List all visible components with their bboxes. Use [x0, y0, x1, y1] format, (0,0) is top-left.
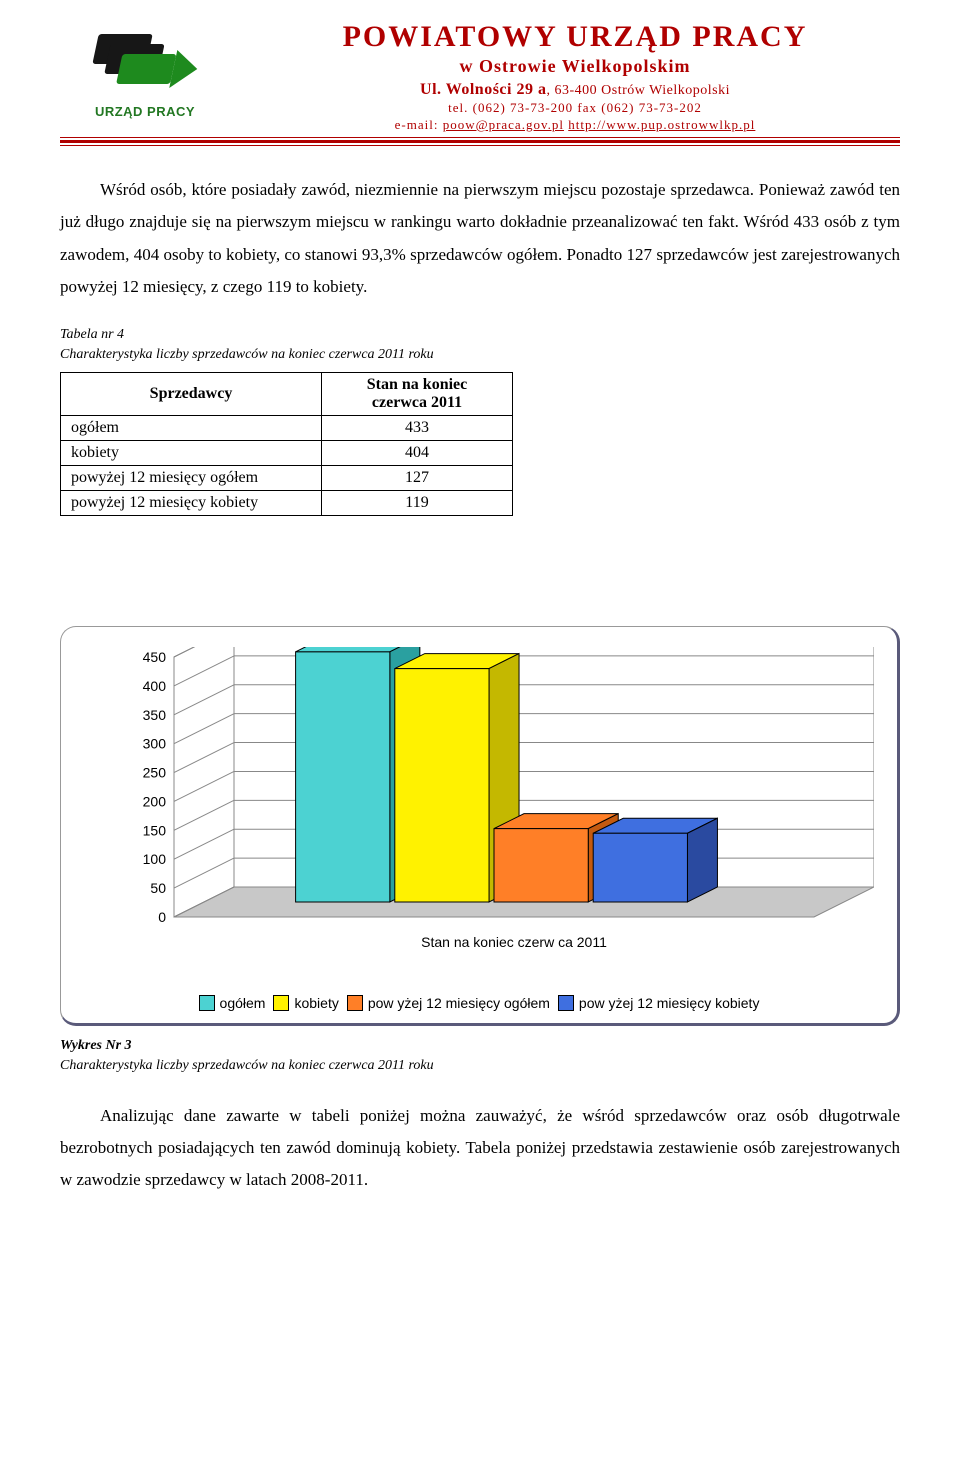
address-rest: , 63-400 Ostrów Wielkopolski [546, 83, 730, 98]
org-info: POWIATOWY URZĄD PRACY w Ostrowie Wielkop… [250, 20, 900, 133]
body-paragraph-1: Wśród osób, które posiadały zawód, niezm… [60, 174, 900, 303]
svg-text:Stan na koniec czerw ca 2011: Stan na koniec czerw ca 2011 [421, 934, 607, 950]
row-label: kobiety [61, 441, 322, 466]
paragraph-1: Wśród osób, które posiadały zawód, niezm… [60, 174, 900, 303]
org-subtitle: w Ostrowie Wielkopolskim [250, 56, 900, 77]
row-value: 404 [322, 441, 513, 466]
table-header-row: Sprzedawcy Stan na koniec czerwca 2011 [61, 373, 513, 416]
legend-label: ogółem [220, 995, 266, 1011]
bar-chart: 0 50 100 150 200 250 300 350 400 450 Stan na konie… [84, 647, 874, 977]
org-title: POWIATOWY URZĄD PRACY [250, 20, 900, 54]
svg-text:250: 250 [143, 765, 167, 781]
legend-label: kobiety [294, 995, 338, 1011]
address-bold: Ul. Wolności 29 a [420, 81, 546, 98]
url: http://www.pup.ostrowwlkp.pl [568, 117, 755, 132]
legend-swatch [347, 995, 363, 1011]
legend-item: kobiety [273, 995, 338, 1011]
logo-block: URZĄD PRACY [60, 20, 230, 119]
col2-header-l2: czerwca 2011 [372, 394, 462, 411]
svg-text:350: 350 [143, 707, 167, 723]
legend-swatch [558, 995, 574, 1011]
body-paragraph-2: Analizując dane zawarte w tabeli poniżej… [60, 1100, 900, 1197]
chart-caption-l1: Wykres Nr 3 [60, 1036, 900, 1056]
logo-icon [70, 28, 220, 100]
svg-text:0: 0 [158, 909, 166, 925]
row-label: powyżej 12 miesięcy kobiety [61, 491, 322, 516]
org-contact: e-mail: poow@praca.gov.pl http://www.pup… [250, 117, 900, 133]
table-caption: Tabela nr 4 Charakterystyka liczby sprze… [60, 325, 900, 364]
header-divider [60, 137, 900, 146]
row-value: 127 [322, 466, 513, 491]
svg-text:50: 50 [150, 880, 166, 896]
col1-header: Sprzedawcy [61, 373, 322, 416]
svg-text:400: 400 [143, 678, 167, 694]
svg-text:450: 450 [143, 649, 167, 665]
document-header: URZĄD PRACY POWIATOWY URZĄD PRACY w Ostr… [60, 20, 900, 133]
row-label: ogółem [61, 416, 322, 441]
chart-legend: ogółem kobiety pow yżej 12 miesięcy ogółem… [79, 995, 879, 1011]
col2-header-l1: Stan na koniec [367, 376, 467, 393]
legend-item: pow yżej 12 miesięcy kobiety [558, 995, 760, 1011]
svg-text:200: 200 [143, 794, 167, 810]
chart-caption-l2: Charakterystyka liczby sprzedawców na ko… [60, 1056, 900, 1076]
org-phone: tel. (062) 73-73-200 fax (062) 73-73-202 [250, 100, 900, 116]
legend-item: pow yżej 12 miesięcy ogółem [347, 995, 550, 1011]
table-row: powyżej 12 miesięcy kobiety 119 [61, 491, 513, 516]
table-caption-line1: Tabela nr 4 [60, 325, 900, 345]
row-value: 119 [322, 491, 513, 516]
row-label: powyżej 12 miesięcy ogółem [61, 466, 322, 491]
svg-text:300: 300 [143, 736, 167, 752]
legend-label: pow yżej 12 miesięcy kobiety [579, 995, 760, 1011]
svg-text:150: 150 [143, 823, 167, 839]
email: poow@praca.gov.pl [443, 117, 564, 132]
table-caption-line2: Charakterystyka liczby sprzedawców na ko… [60, 345, 900, 365]
chart-caption: Wykres Nr 3 Charakterystyka liczby sprze… [60, 1036, 900, 1075]
col2-header: Stan na koniec czerwca 2011 [322, 373, 513, 416]
svg-text:100: 100 [143, 852, 167, 868]
chart-frame: 0 50 100 150 200 250 300 350 400 450 Stan na konie… [60, 626, 900, 1026]
table-row: powyżej 12 miesięcy ogółem 127 [61, 466, 513, 491]
legend-label: pow yżej 12 miesięcy ogółem [368, 995, 550, 1011]
data-table: Sprzedawcy Stan na koniec czerwca 2011 o… [60, 372, 513, 516]
legend-item: ogółem [199, 995, 266, 1011]
legend-swatch [273, 995, 289, 1011]
table-row: kobiety 404 [61, 441, 513, 466]
logo-caption: URZĄD PRACY [95, 104, 195, 119]
legend-swatch [199, 995, 215, 1011]
row-value: 433 [322, 416, 513, 441]
table-row: ogółem 433 [61, 416, 513, 441]
email-prefix: e-mail: [395, 117, 443, 132]
org-address: Ul. Wolności 29 a, 63-400 Ostrów Wielkop… [250, 81, 900, 99]
paragraph-2: Analizując dane zawarte w tabeli poniżej… [60, 1100, 900, 1197]
